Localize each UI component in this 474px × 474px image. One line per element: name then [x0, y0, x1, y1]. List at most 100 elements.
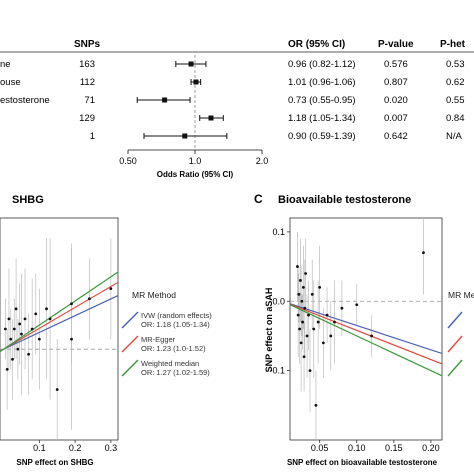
data-point: [316, 320, 320, 324]
y-tick-label: 0.0: [272, 296, 285, 306]
mr-method-line: [0, 271, 118, 353]
header-phet: P-het: [440, 39, 466, 50]
data-point: [302, 355, 306, 359]
panel-c-frame: [289, 217, 443, 441]
header-pvalue: P-value: [378, 39, 414, 50]
mr-method-line: [290, 304, 442, 377]
forest-point: [162, 97, 168, 103]
legend-method-or: OR: 1.27 (1.02-1.59): [141, 368, 210, 377]
data-point: [340, 306, 344, 310]
forest-row-snps: 112: [80, 77, 95, 88]
legend-method-or: OR: 1.18 (1.05-1.34): [141, 320, 210, 329]
forest-x-axis-label: Odds Ratio (95% CI): [157, 170, 234, 179]
data-point: [296, 313, 300, 317]
legend-swatch: [447, 335, 463, 353]
forest-row-pvalue: 0.807: [384, 77, 408, 88]
data-point: [310, 292, 314, 296]
data-point: [14, 307, 18, 311]
x-tick-label: 0.15: [385, 443, 403, 453]
forest-row-or: 0.96 (0.82-1.12): [288, 59, 356, 70]
data-point: [297, 292, 301, 296]
data-point: [303, 306, 307, 310]
forest-point: [182, 133, 188, 139]
panel-shbg: SHBG 0.1 0.2 0.3 SNP effect on SHBG MR Met…: [0, 194, 212, 467]
forest-row-snps: 1: [90, 131, 95, 142]
panel-bioavailable-testosterone: C Bioavailable testosterone 0.05 0.10 0.15…: [254, 192, 474, 467]
data-point: [7, 317, 11, 321]
mr-method-line: [290, 303, 442, 365]
data-point: [312, 327, 316, 331]
data-point: [70, 302, 73, 306]
data-point: [321, 341, 325, 345]
forest-row-label: ouse: [0, 77, 21, 88]
forest-row-pvalue: 0.007: [384, 113, 408, 124]
x-tick-label: 0.1: [33, 443, 46, 453]
forest-row-or: 0.73 (0.55-0.95): [288, 95, 356, 106]
data-point: [318, 285, 322, 289]
panel-c-xlabel: SNP effect on bioavailable testosterone: [287, 458, 438, 467]
data-point: [37, 337, 41, 341]
forest-point: [208, 115, 214, 121]
data-point: [296, 265, 299, 268]
forest-row-snps: 163: [79, 59, 95, 70]
legend-swatch: [121, 335, 139, 353]
forest-point: [188, 61, 194, 67]
legend-swatch: [447, 311, 463, 329]
forest-row-pvalue: 0.642: [384, 131, 408, 142]
data-point: [11, 357, 14, 361]
forest-row-or: 1.18 (1.05-1.34): [288, 113, 356, 124]
panel-c-letter: C: [254, 192, 263, 206]
data-point: [300, 299, 304, 303]
forest-row-phet: 0.84: [446, 113, 465, 124]
legend-method-or: OR: 1.23 (1.0-1.52): [141, 344, 206, 353]
data-point: [422, 251, 425, 255]
legend-method-name: IVW (random effects): [141, 311, 212, 320]
x-tick-label: 0.05: [311, 443, 329, 453]
forest-row-phet: 0.55: [446, 95, 465, 106]
mr-method-line: [0, 281, 118, 352]
x-tick-label: 0.2: [69, 443, 82, 453]
data-point: [45, 307, 48, 311]
data-point: [305, 334, 309, 338]
header-snps: SNPs: [74, 39, 101, 50]
data-point: [20, 332, 23, 336]
forest-x-tick-label: 1.0: [189, 156, 202, 166]
panel-c-ylabel: SNP effect on aSAH: [264, 288, 274, 373]
data-point: [299, 341, 303, 345]
forest-row-or: 0.90 (0.59-1.39): [288, 131, 356, 142]
data-point: [5, 367, 9, 371]
plot-area: [290, 218, 442, 440]
header-or: OR (95% CI): [288, 39, 345, 50]
forest-x-tick-label: 0.50: [119, 156, 137, 166]
mr-method-line: [0, 295, 118, 352]
mr-method-line: [290, 303, 442, 355]
data-point: [48, 317, 52, 321]
legend-title: MR Method: [132, 290, 176, 300]
data-point: [34, 312, 38, 316]
x-tick-label: 0.10: [348, 443, 366, 453]
forest-row-phet: 0.53: [446, 59, 465, 70]
plot-area: [0, 238, 118, 440]
data-point: [370, 334, 373, 338]
forest-row-pvalue: 0.020: [384, 95, 408, 106]
data-point: [298, 279, 302, 282]
data-point: [314, 403, 318, 407]
data-point: [9, 337, 13, 341]
forest-row-pvalue: 0.576: [384, 59, 408, 70]
legend-swatch: [121, 311, 139, 329]
data-point: [307, 313, 310, 317]
panel-b-xlabel: SNP effect on SHBG: [16, 458, 93, 467]
data-point: [23, 317, 27, 321]
forest-row-phet: 0.62: [446, 77, 465, 88]
forest-row-or: 1.01 (0.96-1.06): [288, 77, 356, 88]
data-point: [325, 313, 329, 317]
data-point: [355, 303, 359, 307]
legend-method-name: Weighted median: [141, 359, 199, 368]
data-point: [27, 352, 31, 356]
panel-b-frame: [0, 217, 119, 441]
data-point: [109, 287, 113, 291]
legend-swatch: [121, 359, 139, 377]
forest-row-label: ne: [0, 59, 11, 70]
forest-row-label: estosterone: [0, 95, 50, 106]
